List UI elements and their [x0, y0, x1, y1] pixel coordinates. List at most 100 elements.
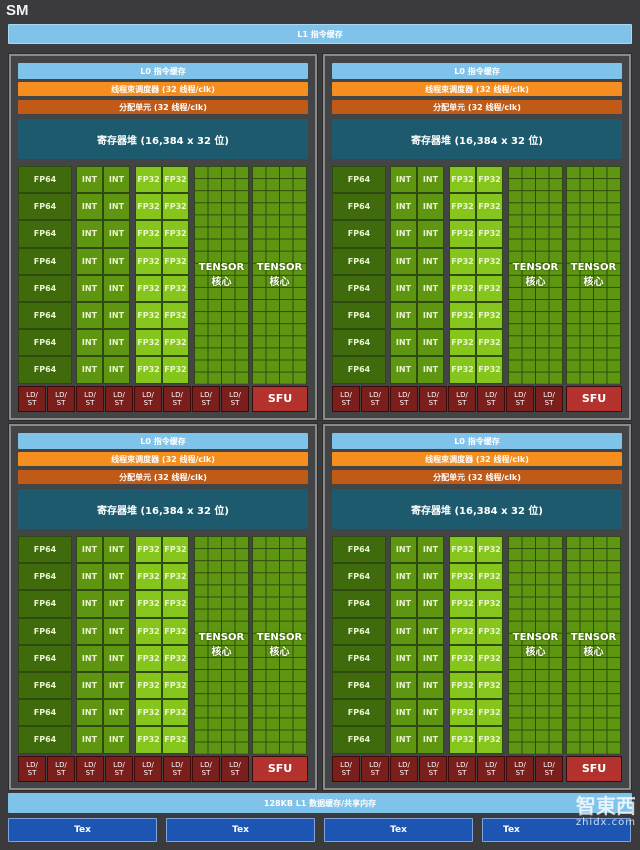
fp32-unit: FP32 — [476, 536, 503, 564]
ld-st-label: LD/ — [456, 390, 468, 399]
ld-st-label: ST — [544, 768, 554, 777]
int-unit: INT — [103, 672, 130, 700]
fp64-unit: FP64 — [332, 590, 386, 618]
warp-scheduler: 线程束调度器 (32 线程/clk) — [18, 82, 308, 96]
fp64-unit: FP64 — [332, 302, 386, 330]
int-unit: INT — [417, 672, 444, 700]
fp64-unit: FP64 — [18, 644, 72, 672]
ld-st-label: ST — [114, 768, 124, 777]
fp32-unit: FP32 — [476, 166, 503, 194]
fp32-unit: FP32 — [476, 193, 503, 221]
tensor-sublabel: 核心 — [525, 646, 546, 658]
tensor-core: TENSOR 核心 — [508, 536, 563, 754]
fp32-unit: FP32 — [135, 590, 162, 618]
fp32-unit: FP32 — [476, 617, 503, 645]
int-unit: INT — [417, 644, 444, 672]
ld-st-unit: LD/ST — [221, 385, 249, 412]
fp64-unit: FP64 — [18, 726, 72, 754]
ld-st-unit: LD/ST — [448, 755, 476, 782]
ld-st-unit: LD/ST — [448, 385, 476, 412]
dispatch-unit: 分配单元 (32 线程/clk) — [18, 470, 308, 484]
fp64-unit: FP64 — [18, 672, 72, 700]
ld-st-unit: LD/ST — [192, 755, 220, 782]
ld-st-label: ST — [428, 398, 438, 407]
fp32-unit: FP32 — [476, 356, 503, 384]
fp64-unit: FP64 — [18, 617, 72, 645]
fp32-unit: FP32 — [162, 356, 189, 384]
ld-st-label: LD/ — [84, 390, 96, 399]
fp32-unit: FP32 — [162, 274, 189, 302]
l0-instruction-cache: L0 指令缓存 — [332, 433, 622, 449]
ld-st-unit: LD/ST — [477, 385, 505, 412]
int-unit: INT — [76, 617, 103, 645]
processing-block-3: L0 指令缓存 线程束调度器 (32 线程/clk) 分配单元 (32 线程/clk… — [8, 423, 318, 791]
ld-st-unit: LD/ST — [18, 385, 46, 412]
fp32-unit: FP32 — [476, 590, 503, 618]
ld-st-label: LD/ — [142, 760, 154, 769]
ld-st-unit: LD/ST — [105, 385, 133, 412]
int-unit: INT — [417, 166, 444, 194]
tensor-label: TENSOR — [512, 261, 559, 273]
sfu-unit: SFU — [566, 755, 622, 782]
ld-st-label: LD/ — [514, 390, 526, 399]
tensor-core: TENSOR 核心 — [566, 166, 621, 384]
int-unit: INT — [390, 617, 417, 645]
fp32-unit: FP32 — [449, 644, 476, 672]
int-unit: INT — [76, 247, 103, 275]
l0-instruction-cache: L0 指令缓存 — [18, 433, 308, 449]
ld-st-label: LD/ — [229, 760, 241, 769]
ld-st-label: LD/ — [369, 760, 381, 769]
fp32-unit: FP32 — [449, 617, 476, 645]
ld-st-label: ST — [201, 768, 211, 777]
tensor-sublabel: 核心 — [583, 276, 604, 288]
ld-st-label: LD/ — [543, 760, 555, 769]
ld-st-label: ST — [515, 768, 525, 777]
int-unit: INT — [103, 193, 130, 221]
tensor-sublabel: 核心 — [269, 646, 290, 658]
fp32-unit: FP32 — [449, 302, 476, 330]
ld-st-unit: LD/ST — [361, 385, 389, 412]
ld-st-unit: LD/ST — [390, 755, 418, 782]
ld-st-unit: LD/ST — [419, 385, 447, 412]
int-unit: INT — [76, 166, 103, 194]
fp32-unit: FP32 — [135, 672, 162, 700]
fp32-unit: FP32 — [135, 302, 162, 330]
processing-block-4: L0 指令缓存 线程束调度器 (32 线程/clk) 分配单元 (32 线程/clk… — [322, 423, 632, 791]
tensor-label: TENSOR — [570, 631, 617, 643]
int-unit: INT — [417, 536, 444, 564]
fp64-unit: FP64 — [18, 247, 72, 275]
int-unit: INT — [417, 193, 444, 221]
ld-st-label: ST — [230, 768, 240, 777]
fp32-unit: FP32 — [162, 329, 189, 357]
int-unit: INT — [103, 644, 130, 672]
int-unit: INT — [76, 644, 103, 672]
int-unit: INT — [390, 536, 417, 564]
ld-st-label: ST — [27, 768, 37, 777]
ld-st-label: ST — [85, 398, 95, 407]
tensor-sublabel: 核心 — [211, 646, 232, 658]
fp32-unit: FP32 — [162, 590, 189, 618]
int-unit: INT — [76, 274, 103, 302]
fp32-unit: FP32 — [162, 617, 189, 645]
int-unit: INT — [76, 329, 103, 357]
int-unit: INT — [76, 193, 103, 221]
int-unit: INT — [390, 726, 417, 754]
fp64-unit: FP64 — [332, 726, 386, 754]
tensor-label: TENSOR — [570, 261, 617, 273]
int-unit: INT — [76, 726, 103, 754]
ld-st-unit: LD/ST — [535, 385, 563, 412]
ld-st-label: ST — [341, 768, 351, 777]
l1-instruction-cache: L1 指令缓存 — [8, 24, 632, 44]
ld-st-label: ST — [515, 398, 525, 407]
sfu-unit: SFU — [566, 385, 622, 412]
int-unit: INT — [390, 247, 417, 275]
int-unit: INT — [76, 302, 103, 330]
register-file: 寄存器堆 (16,384 x 32 位) — [18, 119, 308, 159]
tensor-label: TENSOR — [512, 631, 559, 643]
int-unit: INT — [417, 563, 444, 591]
fp32-unit: FP32 — [162, 563, 189, 591]
ld-st-unit: LD/ST — [192, 385, 220, 412]
int-unit: INT — [76, 699, 103, 727]
int-unit: INT — [76, 672, 103, 700]
ld-st-unit: LD/ST — [105, 755, 133, 782]
